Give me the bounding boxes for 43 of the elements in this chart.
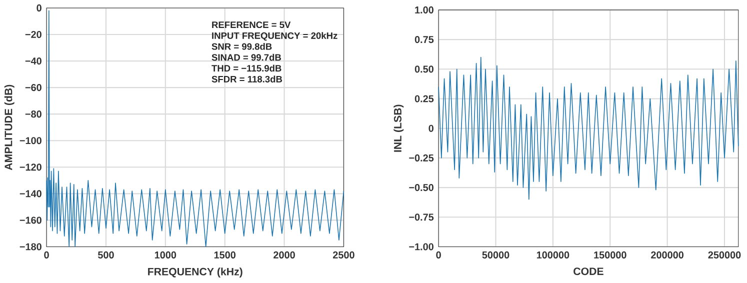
y-tick-label: 0.75 (414, 36, 434, 44)
x-tick-label: 1000 (154, 252, 176, 259)
y-tick-label: −100 (20, 137, 42, 144)
y-tick-label: −60 (25, 84, 42, 92)
x-tick-label: 200000 (651, 252, 684, 259)
x-tick-label: 2000 (274, 252, 295, 259)
annotation: SFDR = 118.3dB (212, 76, 282, 83)
y-tick-label: −20 (25, 31, 42, 38)
x-tick-label: 250000 (708, 252, 741, 259)
x-axis-title: CODE (574, 268, 604, 276)
y-axis-title: INL (LSB) (394, 104, 404, 152)
y-tick-label: −180 (20, 243, 42, 250)
y-tick-label: −1.00 (409, 243, 434, 250)
annotation: THD = −115.9dB (212, 64, 282, 72)
y-tick-label: −120 (20, 164, 42, 171)
y-tick-label: −160 (20, 216, 42, 224)
y-tick-label: −0.75 (409, 214, 434, 221)
y-tick-label: −80 (25, 110, 42, 118)
y-tick-label: 0.25 (414, 95, 434, 102)
y-axis-title: AMPLITUDE (dB) (4, 85, 14, 170)
x-axis-title: FREQUENCY (kHz) (148, 268, 242, 278)
x-tick-label: 150000 (594, 252, 626, 259)
y-tick-label: −40 (25, 58, 42, 65)
annotation: REFERENCE = 5V (212, 22, 291, 28)
y-tick-label: 1.00 (415, 6, 434, 14)
annotation: SINAD = 99.7dB (212, 54, 281, 61)
x-tick-label: 100000 (536, 252, 570, 259)
x-tick-label: 2500 (332, 252, 354, 259)
x-tick-label: 50000 (482, 252, 510, 259)
x-tick-label: 500 (98, 252, 114, 259)
x-tick-label: 0 (436, 252, 441, 259)
x-tick-label: 1500 (214, 252, 236, 259)
y-tick-label: 0 (36, 4, 42, 12)
annotation: SNR = 99.8dB (212, 43, 272, 50)
y-tick-label: −140 (20, 190, 42, 198)
y-tick-label: −0.50 (409, 184, 434, 192)
line-series (46, 10, 344, 248)
line-series (438, 57, 739, 200)
y-tick-label: 0 (428, 125, 434, 132)
annotation: INPUT FREQUENCY = 20kHz (212, 32, 338, 41)
y-tick-label: 0.50 (414, 66, 434, 73)
x-tick-label: 0 (44, 252, 49, 259)
y-tick-label: −0.25 (409, 154, 434, 162)
